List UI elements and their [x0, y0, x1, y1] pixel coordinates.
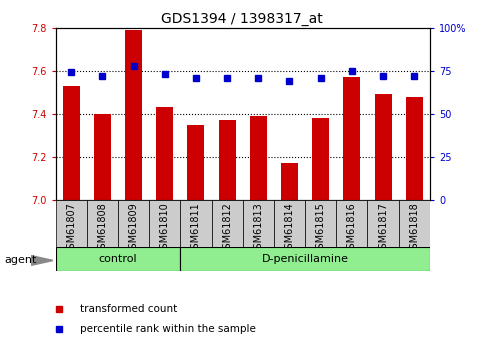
Bar — [125, 30, 142, 200]
Text: GDS1394 / 1398317_at: GDS1394 / 1398317_at — [161, 12, 322, 26]
Bar — [274, 200, 305, 247]
Text: GSM61815: GSM61815 — [316, 203, 326, 255]
Text: percentile rank within the sample: percentile rank within the sample — [80, 324, 256, 334]
Bar — [56, 200, 87, 247]
Text: GSM61813: GSM61813 — [253, 203, 263, 255]
Bar — [149, 200, 180, 247]
Bar — [56, 247, 180, 271]
Text: GSM61818: GSM61818 — [409, 203, 419, 255]
Text: transformed count: transformed count — [80, 304, 177, 314]
Text: GSM61812: GSM61812 — [222, 203, 232, 255]
Bar — [212, 200, 242, 247]
Bar — [180, 247, 430, 271]
Bar — [187, 125, 204, 200]
Text: GSM61811: GSM61811 — [191, 203, 201, 255]
Bar — [281, 164, 298, 200]
Bar — [343, 77, 360, 200]
Bar — [398, 200, 430, 247]
Text: D-penicillamine: D-penicillamine — [262, 254, 349, 264]
Bar — [406, 97, 423, 200]
Bar — [118, 200, 149, 247]
Bar — [180, 200, 212, 247]
Polygon shape — [31, 256, 53, 265]
Text: GSM61817: GSM61817 — [378, 203, 388, 255]
Text: control: control — [99, 254, 137, 264]
Bar — [94, 114, 111, 200]
Text: GSM61814: GSM61814 — [284, 203, 295, 255]
Text: agent: agent — [5, 256, 37, 265]
Bar — [374, 95, 392, 200]
Bar — [242, 200, 274, 247]
Bar — [305, 200, 336, 247]
Text: GSM61807: GSM61807 — [66, 203, 76, 255]
Bar — [156, 107, 173, 200]
Text: GSM61808: GSM61808 — [98, 203, 107, 255]
Bar — [336, 200, 368, 247]
Text: GSM61810: GSM61810 — [160, 203, 170, 255]
Bar — [63, 86, 80, 200]
Text: GSM61816: GSM61816 — [347, 203, 357, 255]
Bar — [250, 116, 267, 200]
Bar — [87, 200, 118, 247]
Bar — [368, 200, 398, 247]
Bar — [218, 120, 236, 200]
Bar — [312, 118, 329, 200]
Text: GSM61809: GSM61809 — [128, 203, 139, 255]
